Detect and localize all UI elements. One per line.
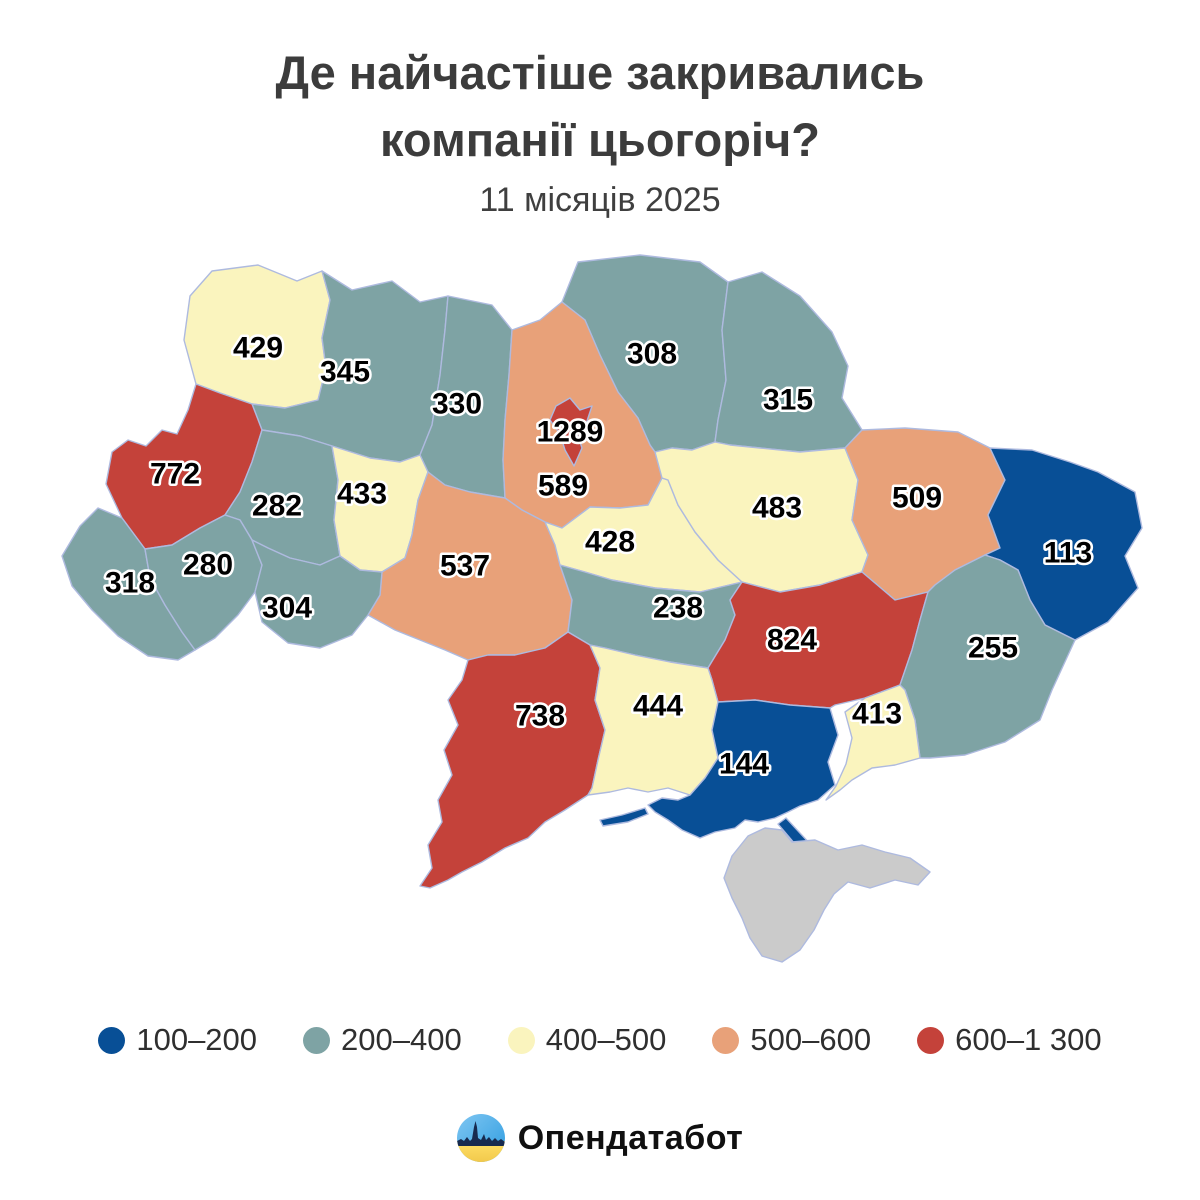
legend-item-400-500: 400–500 [507, 1022, 667, 1058]
region-luhansk-value: 113 [1044, 537, 1092, 570]
region-kherson-value: 144 [719, 748, 769, 781]
legend-dot-teal-icon [303, 1026, 331, 1054]
region-dnipro [707, 571, 929, 709]
region-ivano-frankivsk-value: 280 [183, 549, 233, 582]
region-odesa-value: 738 [515, 700, 565, 733]
legend-item-600-1300: 600–1 300 [917, 1022, 1102, 1058]
legend-dot-orange-icon [712, 1026, 740, 1054]
region-cherkasy-value: 428 [585, 526, 635, 559]
region-rivne-value: 345 [320, 356, 370, 389]
region-odesa [419, 631, 606, 889]
region-khmelnytskyi-value: 433 [337, 478, 387, 511]
opendatabot-logo-icon [456, 1114, 505, 1162]
region-poltava-value: 483 [752, 492, 802, 525]
legend-item-500-600: 500–600 [712, 1022, 871, 1058]
legend-dot-yellow-icon [507, 1026, 535, 1054]
region-kyiv-oblast-value: 589 [538, 470, 588, 503]
title-line1: Де найчастіше закривались [275, 46, 925, 99]
legend-label: 400–500 [545, 1022, 667, 1057]
region-donetsk-value: 255 [968, 632, 1018, 665]
legend-dot-red-icon [917, 1026, 945, 1054]
region-kyiv-city-value: 1289 [537, 416, 604, 449]
legend-label: 100–200 [136, 1022, 258, 1057]
region-zaporizhzhia-value: 413 [852, 698, 902, 731]
region-sumy-value: 315 [763, 384, 813, 417]
region-zakarpattia-value: 318 [105, 567, 155, 600]
page-title: Де найчастіше закривались компанії цього… [0, 40, 1200, 173]
region-kharkiv-value: 509 [892, 482, 942, 515]
region-mykolaiv [587, 644, 719, 796]
legend-label: 200–400 [341, 1022, 462, 1057]
subtitle: 11 місяців 2025 [479, 181, 721, 220]
region-kirovohrad-value: 238 [653, 592, 703, 625]
header: Де найчастіше закривались компанії цього… [0, 40, 1200, 220]
legend-label: 500–600 [750, 1022, 872, 1057]
region-lviv-value: 772 [150, 458, 200, 491]
region-sumy [714, 271, 863, 453]
legend-dot-blue-icon [98, 1026, 126, 1054]
region-mykolaiv-value: 444 [633, 690, 683, 723]
legend: 100–200 200–400 400–500 500–600 600–1 30… [0, 1022, 1200, 1058]
legend-label: 600–1 300 [955, 1022, 1102, 1057]
region-chernihiv-value: 308 [627, 338, 677, 371]
footer-brand: Опендатабот [0, 1114, 1200, 1162]
region-zhytomyr-value: 330 [432, 388, 482, 421]
region-donetsk [899, 554, 1076, 759]
region-chernivtsi [251, 539, 383, 649]
region-volyn-value: 429 [233, 332, 283, 365]
region-chernivtsi-value: 304 [262, 592, 312, 625]
region-kyiv-city [549, 397, 593, 467]
brand-name: Опендатабот [517, 1118, 744, 1157]
region-ternopil-value: 282 [252, 490, 302, 523]
kinburn-spit [599, 807, 649, 827]
region-zaporizhzhia [825, 684, 921, 801]
region-dnipro-value: 824 [767, 624, 817, 657]
title-line2: компанії цьогоріч? [380, 112, 820, 166]
region-crimea [723, 827, 931, 963]
region-vinnytsia-value: 537 [440, 550, 490, 583]
legend-item-100-200: 100–200 [98, 1022, 257, 1058]
legend-item-200-400: 200–400 [303, 1022, 462, 1058]
